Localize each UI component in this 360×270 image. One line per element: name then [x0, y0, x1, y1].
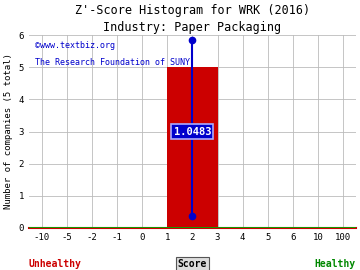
- Text: 1.0483: 1.0483: [174, 127, 211, 137]
- Text: The Research Foundation of SUNY: The Research Foundation of SUNY: [36, 58, 190, 68]
- Text: Score: Score: [178, 259, 207, 269]
- Text: Unhealthy: Unhealthy: [29, 259, 82, 269]
- Bar: [167, 68, 217, 228]
- Y-axis label: Number of companies (5 total): Number of companies (5 total): [4, 53, 13, 210]
- Title: Z'-Score Histogram for WRK (2016)
Industry: Paper Packaging: Z'-Score Histogram for WRK (2016) Indust…: [75, 4, 310, 34]
- Text: ©www.textbiz.org: ©www.textbiz.org: [36, 41, 116, 50]
- Text: Healthy: Healthy: [315, 259, 356, 269]
